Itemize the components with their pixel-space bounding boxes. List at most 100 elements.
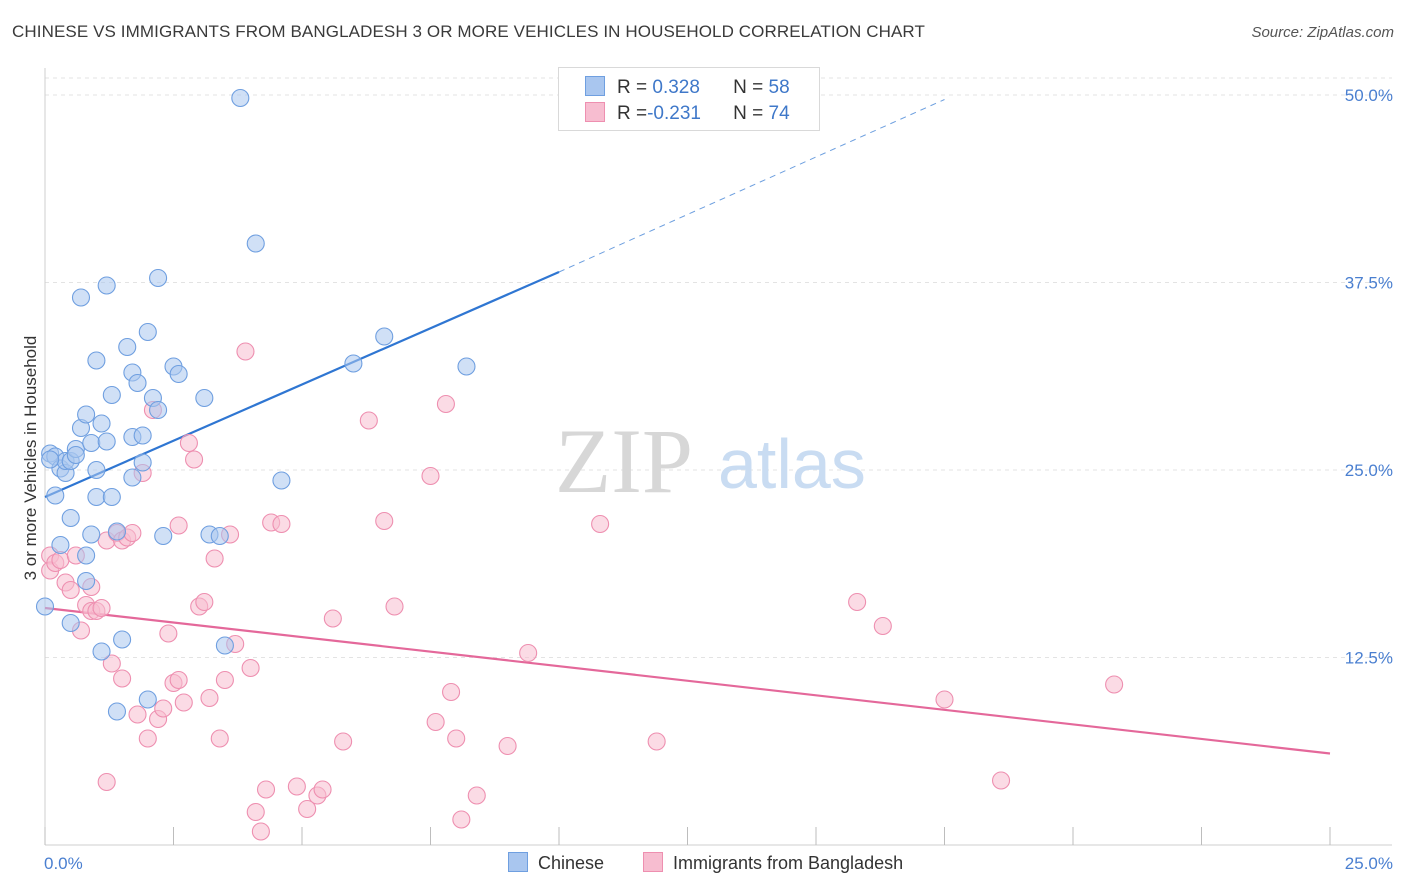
chinese-point — [457, 357, 476, 376]
bangladesh-point — [375, 511, 394, 531]
chinese-point — [123, 468, 142, 487]
bangladesh-point — [359, 411, 378, 430]
bangladesh-point — [195, 592, 214, 612]
chinese-point — [107, 702, 127, 721]
correlation-legend: R = 0.328 N = 58 R =-0.231 N = 74 — [558, 67, 820, 131]
bangladesh-trend-line — [44, 606, 1331, 755]
y-tick-label: 50.0% — [1345, 86, 1393, 105]
chinese-point — [149, 268, 168, 288]
legend-n-value: 58 — [768, 77, 790, 98]
chinese-point — [82, 525, 101, 544]
chinese-point — [77, 546, 96, 565]
chinese-point — [46, 486, 65, 505]
bangladesh-point — [179, 433, 198, 453]
chinese-point — [71, 288, 91, 307]
chinese-point — [66, 445, 85, 465]
legend-n-value: 74 — [768, 103, 790, 124]
legend-r-value: -0.231 — [647, 103, 701, 124]
chinese-point — [138, 690, 157, 709]
bangladesh-legend-label: Immigrants from Bangladesh — [673, 853, 904, 873]
bangladesh-point — [241, 658, 260, 678]
legend-r-label: R = — [617, 103, 648, 124]
chinese-point — [82, 433, 101, 453]
chinese-point — [133, 426, 152, 445]
chinese-point — [92, 414, 111, 433]
bangladesh-point — [519, 643, 538, 663]
bangladesh-point — [123, 523, 142, 543]
chinese-point — [118, 337, 137, 357]
chinese-point — [375, 327, 394, 346]
chinese-point — [128, 373, 147, 393]
bangladesh-point — [334, 732, 353, 751]
trend-lines — [44, 99, 1331, 755]
watermark-atlas: atlas — [718, 425, 866, 503]
bangladesh-point — [210, 729, 229, 748]
chinese-point — [272, 471, 291, 490]
chart-source: Source: ZipAtlas.com — [1251, 24, 1394, 41]
bangladesh-point — [138, 729, 157, 748]
bangladesh-point — [421, 466, 440, 486]
chinese-legend-swatch — [508, 852, 528, 872]
chinese-point — [77, 405, 96, 424]
bangladesh-point — [272, 514, 291, 534]
bangladesh-point — [467, 786, 486, 805]
chinese-point — [92, 642, 111, 661]
bangladesh-point — [169, 670, 188, 690]
chinese-point — [97, 432, 116, 451]
watermark-zip: ZIP — [555, 410, 693, 512]
bangladesh-point — [251, 822, 270, 841]
x-tick-label: 0.0% — [44, 854, 83, 873]
chinese-trend-line — [44, 270, 560, 499]
bangladesh-point — [452, 810, 471, 829]
y-tick-label: 37.5% — [1345, 274, 1393, 293]
chinese-point — [215, 636, 234, 655]
bangladesh-point — [287, 777, 306, 796]
chinese-point — [149, 400, 168, 420]
chinese-point — [195, 388, 214, 408]
legend-row-bangladesh: R =-0.231 N = 74 — [585, 102, 790, 126]
chinese-point — [61, 613, 80, 633]
chinese-point — [138, 322, 157, 342]
bangladesh-point — [154, 699, 173, 718]
chinese-point — [51, 535, 70, 555]
bangladesh-point — [385, 597, 404, 616]
legend-r-label: R = — [617, 77, 648, 98]
axes: 12.5% 25.0% 37.5% 50.0% 0.0% 25.0% — [44, 68, 1393, 873]
chinese-point — [344, 354, 363, 373]
bangladesh-point — [935, 690, 954, 709]
bangladesh-point — [113, 669, 132, 688]
bangladesh-point — [256, 780, 276, 799]
bangladesh-point — [200, 688, 219, 708]
bangladesh-point — [215, 670, 234, 690]
bangladesh-point — [442, 682, 461, 702]
chinese-point — [87, 487, 106, 507]
bangladesh-point — [426, 712, 445, 732]
chinese-point — [210, 526, 229, 546]
legend-r-value: 0.328 — [647, 77, 700, 98]
chinese-point — [35, 597, 55, 616]
bangladesh-swatch — [585, 102, 605, 122]
legend-n-label: N = — [733, 77, 764, 98]
bangladesh-point — [236, 342, 255, 361]
chinese-point — [102, 385, 121, 405]
chinese-point — [102, 487, 121, 507]
bangladesh-point — [848, 592, 867, 612]
grid-lines — [45, 77, 1392, 658]
bangladesh-point — [102, 654, 121, 673]
x-tick-label: 25.0% — [1345, 854, 1393, 873]
bangladesh-point — [447, 729, 466, 748]
bangladesh-point — [97, 772, 116, 792]
bangladesh-point — [61, 580, 80, 600]
bangladesh-point — [169, 516, 188, 535]
chinese-trend-extension — [558, 99, 945, 273]
chinese-point — [87, 351, 106, 370]
bangladesh-point — [323, 609, 342, 628]
bottom-legend-chinese: Chinese — [508, 852, 604, 874]
bangladesh-point — [174, 693, 193, 712]
bangladesh-point — [498, 736, 517, 756]
bangladesh-point — [1105, 675, 1124, 694]
bangladesh-point — [647, 732, 666, 751]
chinese-point — [87, 460, 106, 480]
chinese-point — [231, 88, 250, 108]
